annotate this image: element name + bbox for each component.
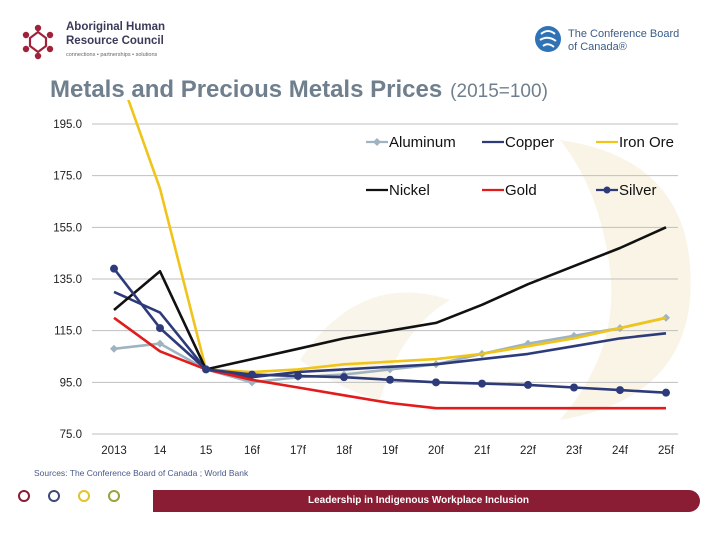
chart-title: Metals and Precious Metals Prices (2015=1… <box>50 76 548 104</box>
legend-label-iron-ore: Iron Ore <box>619 134 674 151</box>
x-tick-label: 23f <box>566 445 583 457</box>
x-tick-label: 14 <box>154 445 167 457</box>
legend-marker-aluminum <box>373 138 381 146</box>
chart-axes: 75.0 95.0 115.0 135.0 155.0 175.0 195.0 2013 14 1… <box>53 119 675 457</box>
chart-title-main: Metals and Precious Metals Prices <box>50 76 443 103</box>
y-tick-label: 175.0 <box>53 171 82 183</box>
series-point-silver <box>524 380 532 389</box>
chart-grid <box>92 123 678 435</box>
legend-label-gold: Gold <box>505 182 537 199</box>
chart-source: Sources: The Conference Board of Canada … <box>34 468 249 478</box>
left-logo-name: Aboriginal Human Resource Council <box>66 20 165 48</box>
x-tick-label: 24f <box>612 445 629 457</box>
x-tick-label: 21f <box>474 445 491 457</box>
right-logo-name: The Conference Board of Canada® <box>568 28 679 54</box>
series-point-silver <box>570 383 578 392</box>
x-tick-label: 19f <box>382 445 399 457</box>
background-watermark <box>300 140 691 420</box>
watermark-shape-1 <box>560 140 691 420</box>
series-point-silver <box>478 379 486 388</box>
y-tick-label: 155.0 <box>53 222 82 234</box>
series-point-silver <box>616 386 624 395</box>
legend-label-silver: Silver <box>619 182 657 199</box>
series-point-silver <box>202 365 210 374</box>
footer-banner: Leadership in Indigenous Workplace Inclu… <box>153 490 700 512</box>
y-tick-label: 195.0 <box>53 119 82 131</box>
x-tick-label: 18f <box>336 445 353 457</box>
x-tick-label: 17f <box>290 445 307 457</box>
legend-label-aluminum: Aluminum <box>389 134 456 151</box>
series-point-aluminum <box>110 344 118 353</box>
legend-label-nickel: Nickel <box>389 182 430 199</box>
y-tick-label: 75.0 <box>60 429 82 441</box>
footer-circle-2 <box>48 490 60 502</box>
conference-board-globe-icon <box>535 26 561 52</box>
x-tick-label: 22f <box>520 445 537 457</box>
chart-series <box>110 100 670 410</box>
footer-text: Leadership in Indigenous Workplace Inclu… <box>308 495 529 506</box>
left-logo-name-line1: Aboriginal Human <box>66 21 166 33</box>
series-point-silver <box>662 388 670 397</box>
aboriginal-human-resource-council-logo <box>22 24 54 60</box>
metals-price-chart: 75.0 95.0 115.0 135.0 155.0 175.0 195.0 2013 14 1… <box>53 100 691 457</box>
footer-circle-4 <box>108 490 120 502</box>
y-tick-label: 115.0 <box>54 326 82 338</box>
series-point-silver <box>110 264 118 273</box>
series-point-aluminum <box>156 339 164 348</box>
series-point-silver <box>340 373 348 382</box>
x-tick-label: 25f <box>658 445 675 457</box>
series-point-silver <box>386 375 394 384</box>
y-tick-label: 95.0 <box>60 377 82 389</box>
series-point-silver <box>432 378 440 387</box>
x-tick-label: 15 <box>200 445 213 457</box>
x-tick-label: 16f <box>244 445 261 457</box>
right-logo-name-line1: The Conference Board <box>568 28 680 40</box>
left-logo-name-line2: Resource Council <box>66 35 164 47</box>
y-tick-label: 135.0 <box>53 274 82 286</box>
left-logo-tagline: connections • partnerships • solutions <box>66 52 158 58</box>
series-point-silver <box>156 324 164 333</box>
x-tick-label: 2013 <box>101 445 127 457</box>
legend-label-copper: Copper <box>505 134 554 151</box>
series-point-aluminum <box>662 313 670 322</box>
x-tick-label: 20f <box>428 445 445 457</box>
right-logo-name-line2: of Canada® <box>568 41 627 53</box>
chart-title-suffix: (2015=100) <box>450 81 548 102</box>
legend-marker-silver <box>603 186 611 194</box>
footer-circle-3 <box>78 490 90 502</box>
series-point-silver <box>248 370 256 379</box>
chart-legend: Aluminum Copper Iron Ore Nickel Gold Silver <box>366 134 674 199</box>
series-point-silver <box>294 371 302 380</box>
watermark-shape-2 <box>300 292 450 400</box>
footer-circle-1 <box>18 490 30 502</box>
